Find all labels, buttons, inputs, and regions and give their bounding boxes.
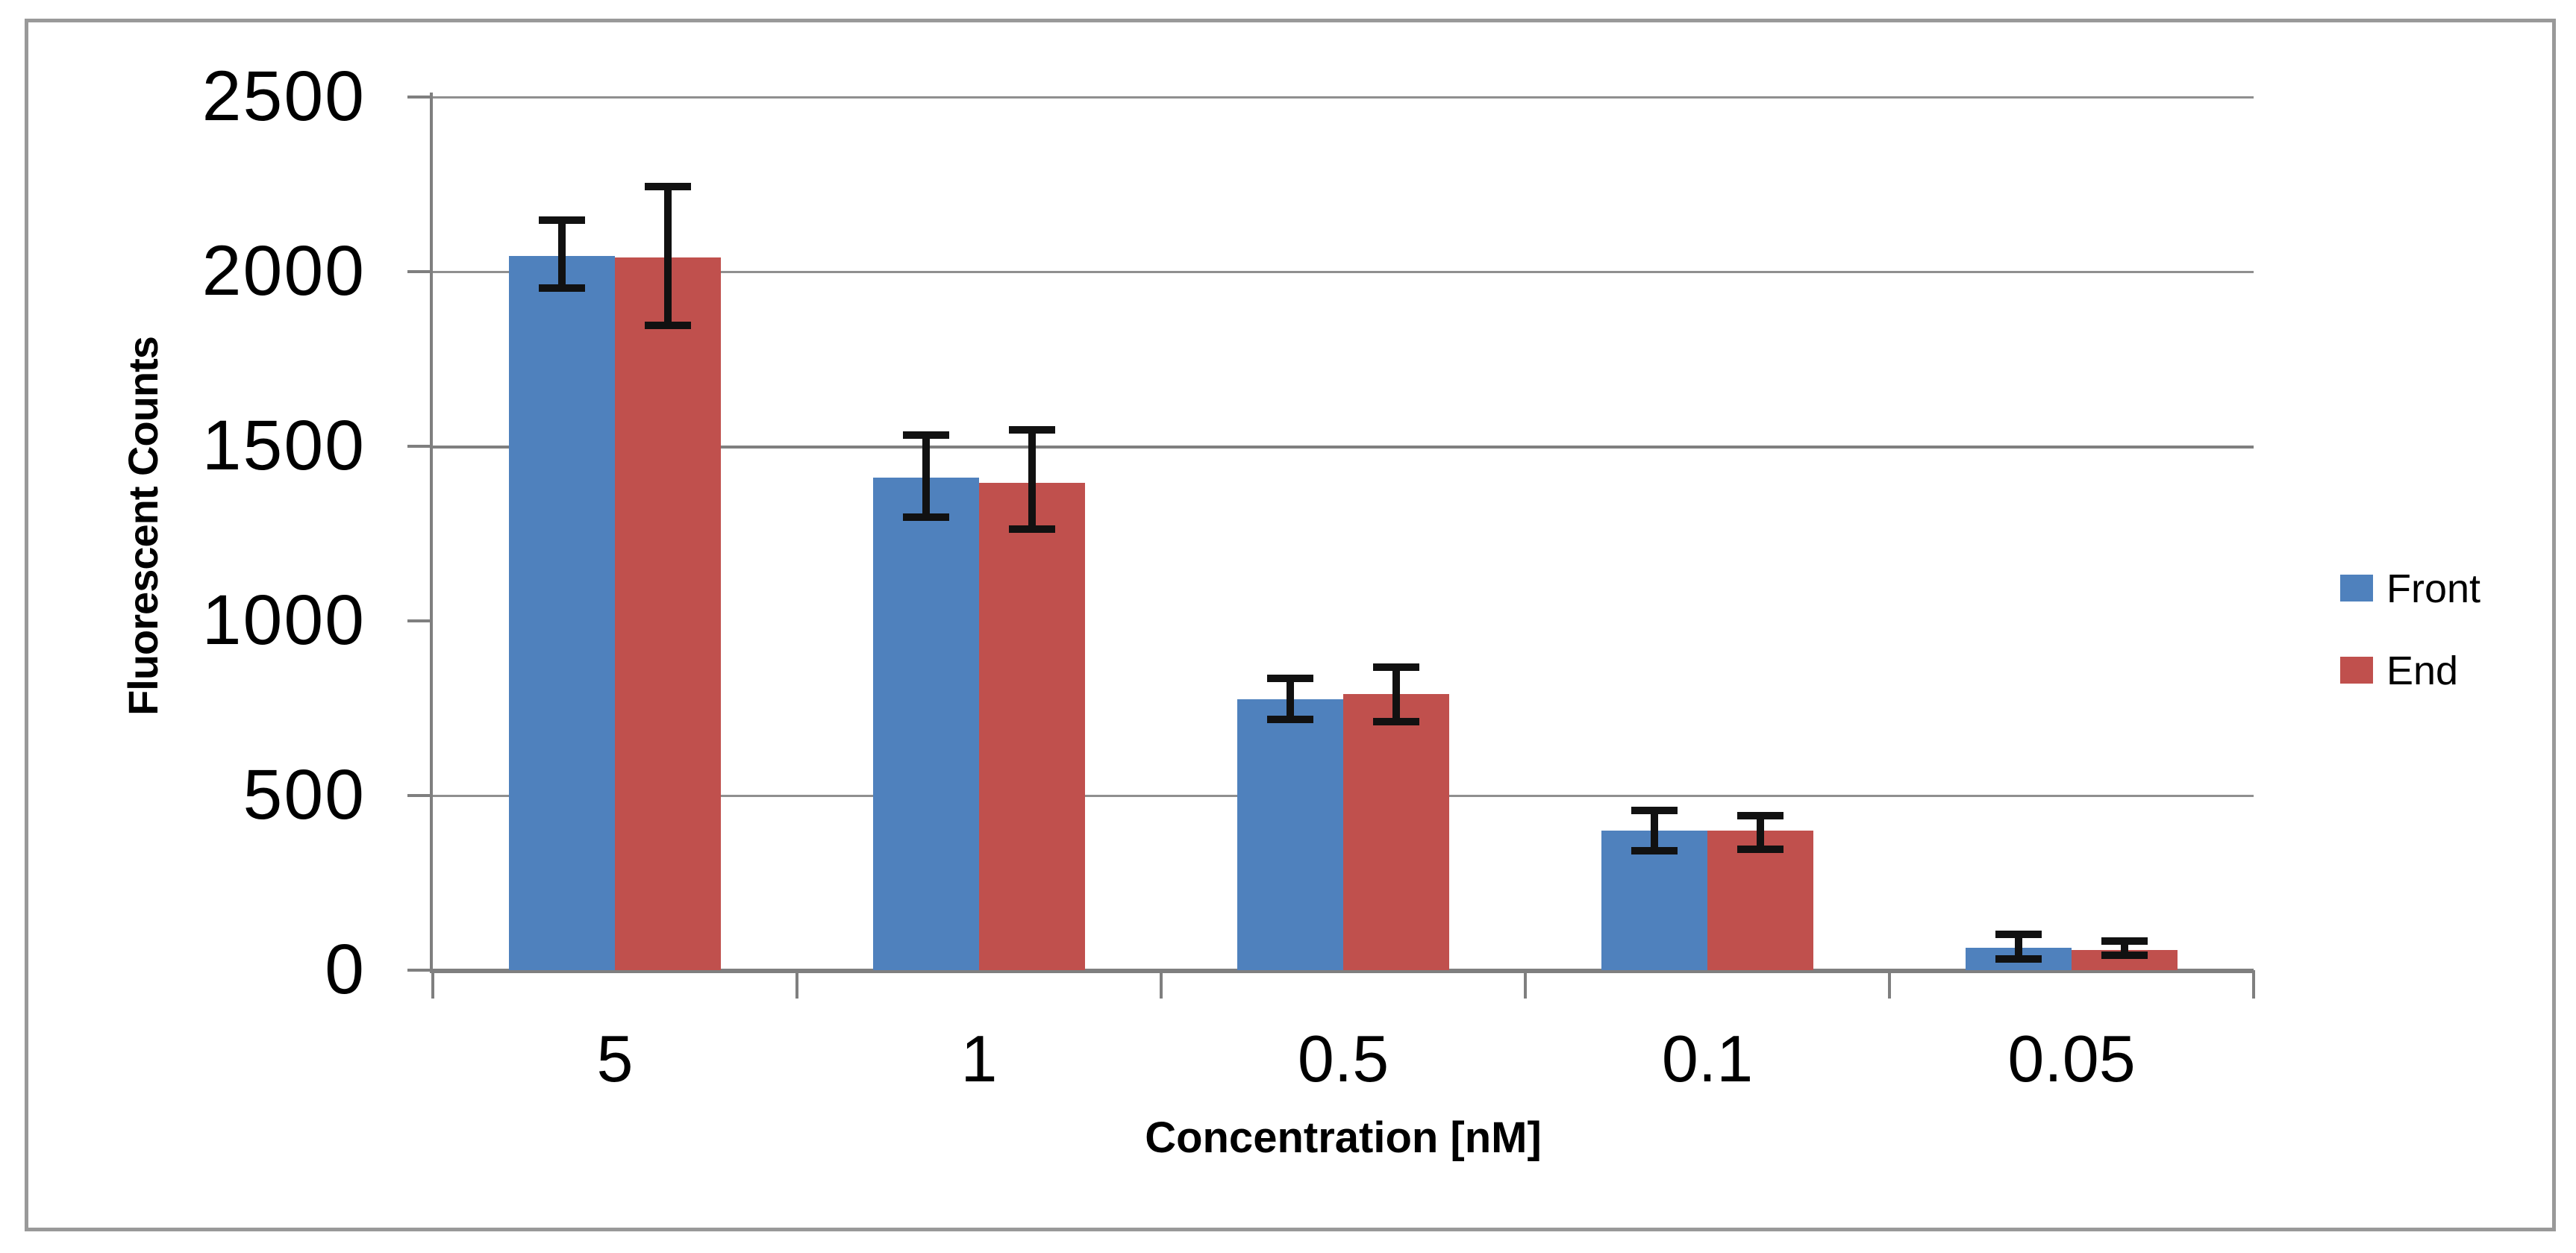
error-bar-cap-top-front-1 [903,431,949,439]
bar-front-1 [873,478,979,970]
x-tick-label-0.5: 0.5 [1297,1022,1389,1096]
x-tick-label-5: 5 [596,1022,634,1096]
x-axis-title: Concentration [nM] [1145,1113,1542,1162]
y-tick-label-500: 500 [243,755,366,834]
bar-front-0.5 [1237,699,1343,970]
gridline-2000 [433,271,2254,273]
chart-frame [25,19,2556,1231]
error-bar-cap-top-end-0.5 [1373,663,1419,671]
error-bar-cap-top-front-0.05 [1995,930,2042,938]
y-tick-label-2000: 2000 [201,231,366,310]
x-axis-tick-5 [2252,970,2255,999]
error-bar-cap-bottom-front-0.05 [1995,954,2042,963]
error-bar-cap-bottom-end-0.5 [1373,717,1419,725]
y-tick-label-1500: 1500 [201,406,366,485]
error-bar-front-1 [922,434,930,518]
error-bar-cap-top-front-0.1 [1631,806,1678,814]
error-bar-end-0.1 [1757,814,1764,850]
error-bar-end-5 [664,186,672,326]
error-bar-front-0.5 [1287,678,1294,721]
x-tick-label-0.1: 0.1 [1661,1022,1754,1096]
error-bar-front-0.05 [2015,933,2022,960]
legend-swatch-end [2340,657,2373,684]
error-bar-cap-top-end-0.1 [1737,811,1783,819]
y-tick-label-1000: 1000 [201,581,366,660]
bar-end-5 [615,257,721,970]
legend-label-end: End [2386,649,2459,693]
x-axis-line [430,969,2254,973]
y-axis-tick-2500 [407,96,430,99]
error-bar-cap-bottom-end-0.05 [2101,952,2148,960]
y-axis-tick-500 [407,794,430,797]
error-bar-cap-bottom-front-0.5 [1267,716,1313,724]
bar-end-0.1 [1707,830,1813,970]
error-bar-front-0.1 [1651,809,1658,852]
y-tick-label-0: 0 [325,930,366,1009]
legend-swatch-front [2340,575,2373,601]
x-axis-tick-1 [795,970,798,999]
bar-end-1 [979,483,1085,970]
error-bar-cap-bottom-end-5 [645,321,691,329]
error-bar-end-0.05 [2121,940,2128,957]
error-bar-cap-top-end-1 [1009,425,1055,434]
error-bar-cap-bottom-end-1 [1009,525,1055,534]
error-bar-cap-top-end-5 [645,183,691,191]
error-bar-end-0.5 [1392,666,1400,722]
error-bar-cap-top-end-0.05 [2101,937,2148,945]
y-tick-label-2500: 2500 [201,57,366,136]
error-bar-cap-bottom-front-5 [539,284,585,293]
y-axis-tick-1500 [407,445,430,448]
error-bar-cap-top-front-0.5 [1267,675,1313,683]
legend-label-front: Front [2386,566,2481,611]
y-axis-line [430,93,433,970]
x-tick-label-0.05: 0.05 [2007,1022,2136,1096]
bar-front-5 [509,255,615,970]
x-axis-tick-2 [1160,970,1163,999]
gridline-2500 [433,96,2254,99]
error-bar-end-1 [1028,428,1036,531]
y-axis-tick-2000 [407,270,430,273]
error-bar-cap-top-front-5 [539,216,585,224]
bar-end-0.5 [1343,694,1449,970]
x-tick-label-1: 1 [960,1022,998,1096]
error-bar-cap-bottom-front-1 [903,513,949,521]
error-bar-cap-bottom-end-0.1 [1737,845,1783,853]
x-axis-tick-0 [431,970,434,999]
gridline-1500 [433,446,2254,449]
error-bar-cap-bottom-front-0.1 [1631,846,1678,854]
y-axis-tick-0 [407,969,430,972]
y-axis-title: Fluorescent Counts [119,337,166,716]
error-bar-front-5 [558,219,566,290]
y-axis-tick-1000 [407,619,430,622]
x-axis-tick-4 [1888,970,1891,999]
x-axis-tick-3 [1524,970,1527,999]
